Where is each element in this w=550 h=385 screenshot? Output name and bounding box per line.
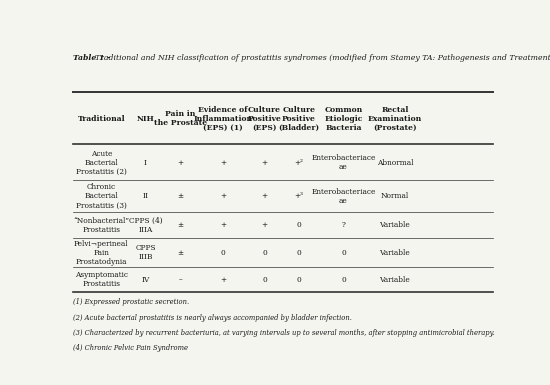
Text: ±: ± <box>177 192 183 200</box>
Text: +: + <box>220 221 226 229</box>
Text: Traditional: Traditional <box>78 115 125 123</box>
Text: (2) Acute bacterial prostatitis is nearly always accompanied by bladder infectio: (2) Acute bacterial prostatitis is nearl… <box>73 314 352 321</box>
Text: 0: 0 <box>262 276 267 283</box>
Text: Rectal
Examination
(Prostate): Rectal Examination (Prostate) <box>368 105 422 132</box>
Text: –: – <box>178 276 182 283</box>
Text: I: I <box>144 159 147 167</box>
Text: Asymptomatic
Prostatitis: Asymptomatic Prostatitis <box>75 271 128 288</box>
Text: Pelvi¬perineal
Pain
Prostatodynia: Pelvi¬perineal Pain Prostatodynia <box>74 239 129 266</box>
Text: Evidence of
Inflammation
(EPS) (1): Evidence of Inflammation (EPS) (1) <box>194 105 252 132</box>
Text: Abnormal: Abnormal <box>377 159 413 167</box>
Text: Enterobacteriace
ae: Enterobacteriace ae <box>311 187 376 205</box>
Text: ?: ? <box>342 221 345 229</box>
Text: IV: IV <box>141 276 150 283</box>
Text: “Nonbacterial”
Prostatitis: “Nonbacterial” Prostatitis <box>73 217 129 234</box>
Text: 0: 0 <box>262 249 267 257</box>
Text: Variable: Variable <box>379 221 410 229</box>
Text: ±: ± <box>177 249 183 257</box>
Text: Table 1 -: Table 1 - <box>73 54 113 62</box>
Text: 0: 0 <box>296 249 301 257</box>
Text: +: + <box>220 159 226 167</box>
Text: +: + <box>261 159 267 167</box>
Text: Variable: Variable <box>379 276 410 283</box>
Text: Common
Etiologic
Bacteria: Common Etiologic Bacteria <box>324 105 362 132</box>
Text: CPPS (4)
IIIA: CPPS (4) IIIA <box>129 217 162 234</box>
Text: 0: 0 <box>341 276 346 283</box>
Text: (3) Characterized by recurrent bacteriuria, at varying intervals up to several m: (3) Characterized by recurrent bacteriur… <box>73 329 495 337</box>
Text: (1) Expressed prostatic secretion.: (1) Expressed prostatic secretion. <box>73 298 189 306</box>
Text: 0: 0 <box>296 276 301 283</box>
Text: Culture
Positive
(EPS): Culture Positive (EPS) <box>248 105 282 132</box>
Text: CPPS
IIIB: CPPS IIIB <box>135 244 156 261</box>
Text: +: + <box>261 192 267 200</box>
Text: +³: +³ <box>294 192 304 200</box>
Text: II: II <box>142 192 149 200</box>
Text: Chronic
Bacterial
Prostatitis (3): Chronic Bacterial Prostatitis (3) <box>76 183 127 209</box>
Text: Traditional and NIH classification of prostatitis syndromes (modified from Stame: Traditional and NIH classification of pr… <box>95 54 550 62</box>
Text: 0: 0 <box>341 249 346 257</box>
Text: Variable: Variable <box>379 249 410 257</box>
Text: +: + <box>261 221 267 229</box>
Text: Pain in
the Prostate: Pain in the Prostate <box>153 110 207 127</box>
Text: 0: 0 <box>221 249 225 257</box>
Text: +²: +² <box>294 159 304 167</box>
Text: (4) Chronic Pelvic Pain Syndrome: (4) Chronic Pelvic Pain Syndrome <box>73 345 188 352</box>
Text: Enterobacteriace
ae: Enterobacteriace ae <box>311 154 376 171</box>
Text: 0: 0 <box>296 221 301 229</box>
Text: NIH: NIH <box>136 115 155 123</box>
Text: Normal: Normal <box>381 192 409 200</box>
Text: +: + <box>220 276 226 283</box>
Text: Acute
Bacterial
Prostatitis (2): Acute Bacterial Prostatitis (2) <box>76 149 127 176</box>
Text: ±: ± <box>177 221 183 229</box>
Text: +: + <box>220 192 226 200</box>
Text: +: + <box>177 159 183 167</box>
Text: Culture
Positive
(Bladder): Culture Positive (Bladder) <box>278 105 320 132</box>
